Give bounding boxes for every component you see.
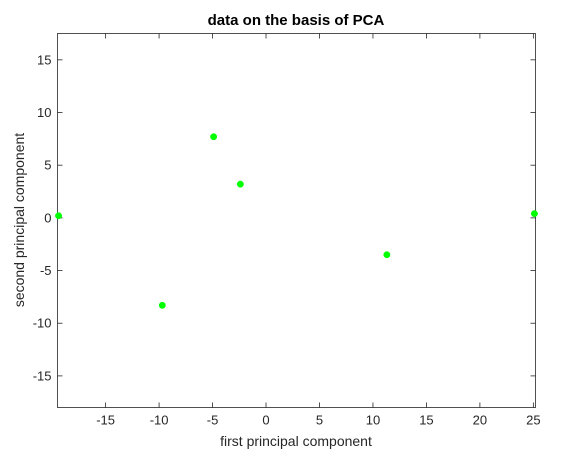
plot-area [57, 33, 536, 408]
data-point [210, 133, 218, 141]
data-points [55, 133, 538, 309]
x-tick-label: 0 [262, 413, 269, 428]
y-tick-label: -10 [33, 316, 52, 331]
x-tick-label: 25 [526, 413, 540, 428]
y-tick-label: 5 [44, 158, 51, 173]
x-tick-label: -5 [207, 413, 219, 428]
y-tick-label: 0 [44, 210, 51, 225]
x-tick-label: -15 [96, 413, 115, 428]
y-tick-label: 15 [37, 52, 51, 67]
x-tick-label: 10 [366, 413, 380, 428]
data-point [158, 301, 166, 309]
y-tick-label: 10 [37, 105, 51, 120]
data-point [236, 180, 244, 188]
x-tick-label: 20 [473, 413, 487, 428]
x-tick-label: 15 [419, 413, 433, 428]
y-tick-label: -15 [33, 368, 52, 383]
x-tick-label: -10 [150, 413, 169, 428]
axis-ticks: -15 -10 -5 0 5 10 15 20 25 -15 -10 -5 0 5 10 15 [33, 33, 541, 428]
data-point [55, 212, 63, 220]
x-axis-label: first principal component [220, 433, 372, 449]
chart-title: data on the basis of PCA [208, 12, 385, 29]
x-tick-label: 5 [316, 413, 323, 428]
y-tick-label: -5 [40, 263, 52, 278]
data-point [383, 251, 391, 259]
y-axis-label: second principal component [11, 133, 27, 307]
data-point [530, 210, 538, 218]
